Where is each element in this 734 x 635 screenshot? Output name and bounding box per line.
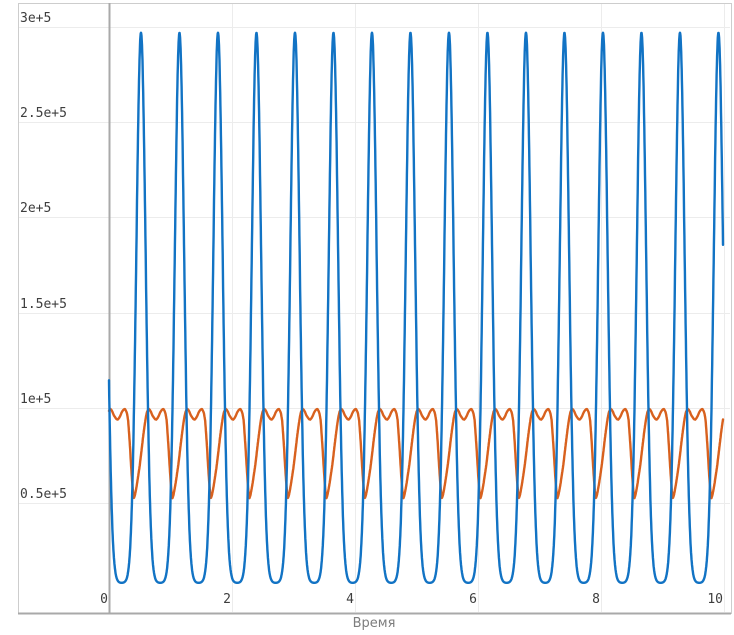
y-tick-label: 2e+5	[20, 201, 52, 217]
x-axis-title: Время	[352, 616, 396, 631]
x-tick-label: 8	[592, 592, 600, 607]
y-tick-label: 1.5e+5	[20, 296, 67, 312]
x-tick-label: 6	[469, 592, 477, 607]
x-tick-label: 0	[100, 592, 108, 607]
x-tick-label: 2	[223, 592, 231, 607]
y-tick-label: 1e+5	[20, 391, 52, 407]
x-tick-label: 4	[346, 592, 354, 607]
y-tick-label: 0.5e+5	[20, 487, 67, 502]
y-tick-label: 2.5e+5	[20, 106, 67, 122]
x-tick-label: 10	[707, 592, 723, 607]
y-tick-label: 3e+5	[20, 11, 52, 26]
